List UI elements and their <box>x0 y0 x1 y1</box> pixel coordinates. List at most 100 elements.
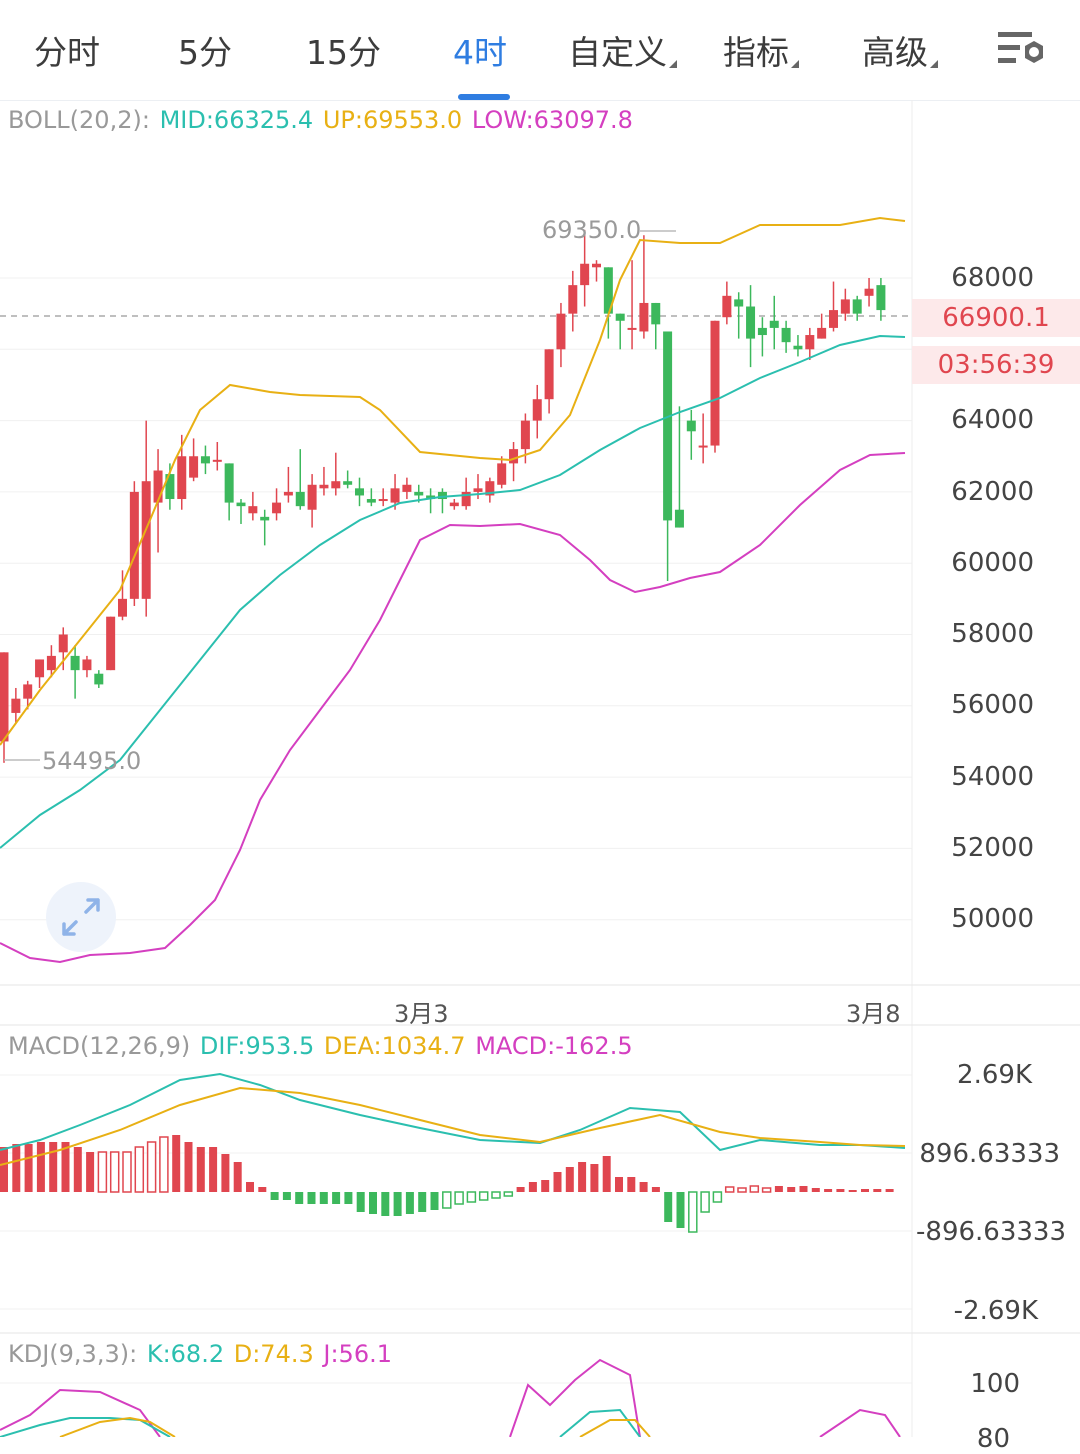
kdj-axis-label: 100 <box>970 1369 1020 1399</box>
candle-body <box>781 327 791 343</box>
boll-mid-value: MID:66325.4 <box>159 106 314 134</box>
candle-body <box>793 345 803 350</box>
macd-bar <box>737 1187 747 1193</box>
macd-bar <box>209 1147 218 1192</box>
candle-body <box>449 502 459 507</box>
macd-bar <box>541 1180 550 1192</box>
dropdown-triangle-icon <box>669 60 677 68</box>
macd-bar <box>36 1142 45 1192</box>
candle-body <box>295 491 305 507</box>
macd-bar <box>258 1187 267 1192</box>
dropdown-triangle-icon <box>791 60 799 68</box>
macd-bar <box>799 1186 808 1192</box>
macd-dif-line <box>0 1072 906 1152</box>
candle-body <box>710 320 720 446</box>
macd-bar <box>528 1182 537 1192</box>
candle-body <box>331 481 341 489</box>
candle-body <box>165 474 175 500</box>
candle-body <box>698 445 708 448</box>
macd-bar <box>761 1187 772 1193</box>
candle-body <box>141 481 151 599</box>
price-axis-label: 62000 <box>951 477 1034 507</box>
candle-body <box>746 306 756 339</box>
tab-indicators[interactable]: 指标 <box>723 26 799 74</box>
candle-body <box>805 335 815 350</box>
kdj-axis-label: 80 <box>976 1424 1010 1454</box>
tab-advanced[interactable]: 高级 <box>862 26 938 74</box>
macd-bar <box>282 1192 291 1200</box>
fullscreen-button[interactable] <box>46 882 116 952</box>
candle-body <box>734 299 744 307</box>
candle-body <box>212 459 222 462</box>
boll-mid-band <box>0 334 906 849</box>
kdj-k-line <box>0 1417 171 1437</box>
macd-bar <box>430 1192 439 1210</box>
macd-bar <box>0 1147 8 1192</box>
macd-bar <box>12 1144 21 1192</box>
candle-body <box>876 285 886 311</box>
macd-bar <box>332 1192 341 1204</box>
boll-upper-band <box>0 216 906 746</box>
candlestick-chart[interactable] <box>0 100 1080 1437</box>
tab-custom[interactable]: 自定义 <box>568 26 677 74</box>
price-axis-label: 58000 <box>951 619 1034 649</box>
macd-axis-label: 896.63333 <box>919 1139 1060 1169</box>
candle-body <box>532 399 542 421</box>
expand-icon <box>62 898 100 936</box>
candle-body <box>200 456 210 464</box>
macd-bar <box>270 1192 279 1200</box>
macd-dif-value: DIF:953.5 <box>199 1032 315 1060</box>
date-label: 3月8 <box>846 1000 901 1028</box>
macd-dea-value: DEA:1034.7 <box>323 1032 466 1060</box>
macd-bar <box>184 1142 193 1192</box>
macd-bar <box>651 1187 660 1192</box>
candle-body <box>355 488 364 496</box>
candle-body <box>817 327 827 339</box>
macd-bar <box>824 1189 833 1192</box>
candle-body <box>556 313 566 350</box>
candle-body <box>639 302 649 332</box>
candle-body <box>248 506 258 514</box>
tab-realtime[interactable]: 分时 <box>34 33 100 72</box>
macd-bar <box>86 1152 95 1192</box>
macd-bar <box>861 1189 869 1192</box>
candle-body <box>82 659 92 671</box>
price-axis-label: 50000 <box>951 904 1034 934</box>
macd-dea-line <box>0 1086 906 1166</box>
macd-bar <box>664 1192 673 1222</box>
candle-body <box>378 499 388 502</box>
macd-bar <box>356 1192 365 1212</box>
macd-bar <box>466 1191 477 1203</box>
macd-bar <box>418 1192 427 1212</box>
macd-bar <box>405 1192 414 1214</box>
tab-15min[interactable]: 15分 <box>306 33 381 72</box>
macd-bar <box>146 1141 157 1193</box>
macd-bar <box>639 1182 648 1192</box>
macd-bar <box>676 1192 685 1228</box>
candle-body <box>627 327 637 330</box>
macd-legend: MACD(12,26,9) DIF:953.5 DEA:1034.7 MACD:… <box>8 1032 635 1060</box>
tab-4hour[interactable]: 4时 <box>453 33 507 72</box>
macd-bar <box>553 1172 562 1192</box>
kdj-d-value: D:74.3 <box>233 1340 314 1368</box>
candle-body <box>236 502 246 507</box>
macd-bar <box>516 1187 525 1192</box>
candle-body <box>414 491 424 496</box>
macd-bar <box>811 1188 820 1192</box>
candle-body <box>94 673 104 685</box>
candle-body <box>307 484 317 510</box>
macd-bar <box>49 1142 58 1192</box>
macd-bar <box>172 1135 181 1192</box>
tab-5min[interactable]: 5分 <box>178 33 232 72</box>
macd-bar <box>700 1191 710 1213</box>
macd-bar <box>73 1147 82 1192</box>
candle-body <box>674 509 684 528</box>
kdj-k-value: K:68.2 <box>146 1340 225 1368</box>
macd-bar <box>478 1191 489 1201</box>
macd-bar <box>246 1182 254 1192</box>
chart-settings-icon[interactable] <box>996 28 1050 72</box>
kdj-j-value: J:56.1 <box>323 1340 392 1368</box>
macd-bar <box>159 1136 169 1193</box>
candle-body <box>509 449 519 464</box>
macd-bar <box>491 1191 501 1199</box>
